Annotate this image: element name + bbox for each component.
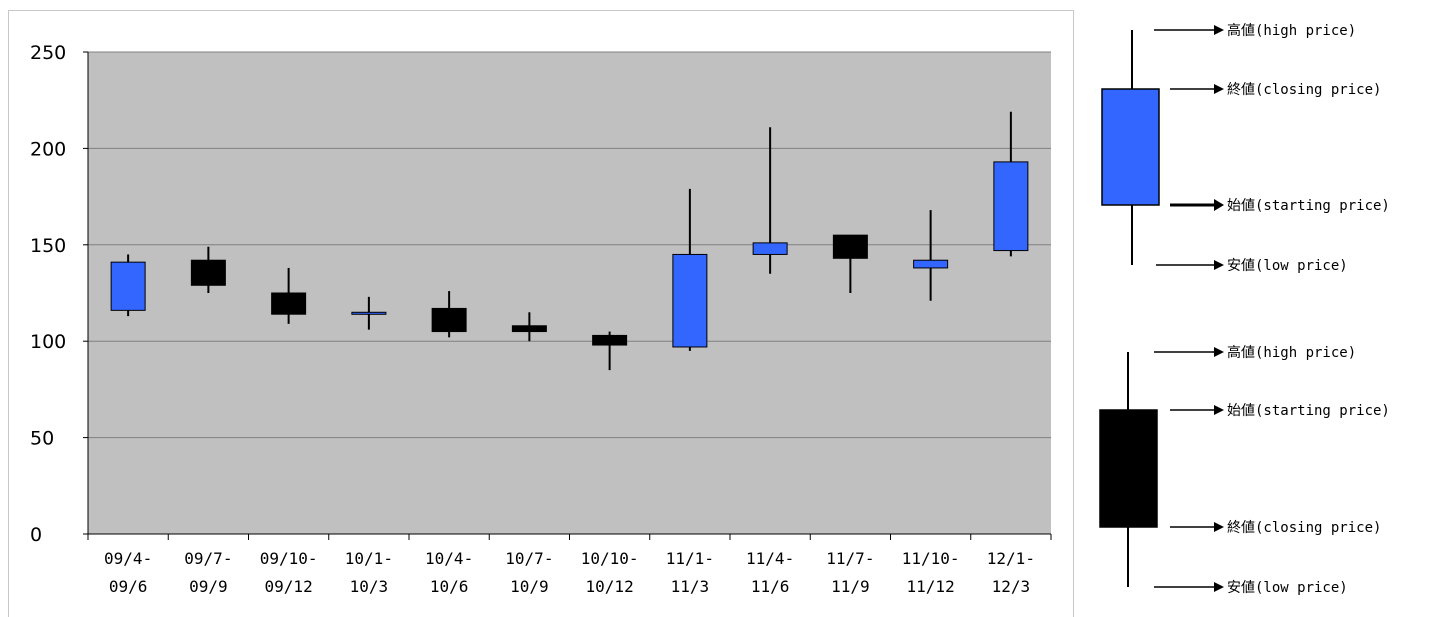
legend-down-low-label: 安値(low price) xyxy=(1227,580,1348,596)
y-tick-label: 200 xyxy=(30,138,66,160)
x-tick-label: 11/4- xyxy=(746,549,794,568)
candle-body xyxy=(351,311,387,315)
x-tick-label: 10/9 xyxy=(510,577,549,596)
x-tick-label: 09/7- xyxy=(184,549,232,568)
x-tick-label: 11/10- xyxy=(902,549,960,568)
candle-body xyxy=(110,261,146,311)
legend-down-open-label: 始値(starting price) xyxy=(1227,403,1390,419)
y-tick-label: 100 xyxy=(30,331,66,353)
candle-body xyxy=(511,325,547,333)
candle-body xyxy=(913,259,949,269)
y-tick-label: 50 xyxy=(30,428,54,450)
legend-down-arrow-open xyxy=(1170,405,1224,415)
legend-up-high-label: 高値(high price) xyxy=(1227,22,1356,39)
legend-panel: 高値(high price) 終値(closing price) 始値(star… xyxy=(1099,22,1390,596)
x-tick-label: 11/9 xyxy=(831,577,870,596)
legend-up-arrow-open xyxy=(1170,199,1224,211)
x-tick-label: 09/12 xyxy=(265,577,313,596)
legend-up-close-label: 終値(closing price) xyxy=(1227,82,1381,98)
legend-up-low-label: 安値(low price) xyxy=(1227,258,1348,274)
legend-up-arrow-close xyxy=(1170,84,1224,94)
x-tick-label: 11/7- xyxy=(826,549,874,568)
x-tick-label: 09/4- xyxy=(104,549,152,568)
legend-down-body xyxy=(1099,409,1158,528)
candle-body xyxy=(672,253,708,348)
legend-down-arrow-close xyxy=(1170,522,1224,532)
candlestick-chart: 0 50 100 150 200 250 09/4- 09/6 09/7- 09/9 09/10- 0… xyxy=(30,42,1052,596)
x-tick-label: 09/9 xyxy=(189,577,228,596)
legend-up-candle xyxy=(1101,30,1160,265)
legend-up-arrow-low xyxy=(1156,260,1224,270)
legend-down-arrow-high xyxy=(1154,347,1224,357)
x-tick-label: 11/3 xyxy=(671,577,710,596)
legend-up-arrow-high xyxy=(1154,25,1224,35)
x-tick-label: 10/7- xyxy=(505,549,553,568)
x-tick-label: 10/1- xyxy=(345,549,393,568)
legend-up-body xyxy=(1101,88,1160,206)
x-tick-label: 10/10- xyxy=(581,549,639,568)
candle-body xyxy=(592,334,628,346)
candle-body xyxy=(431,307,467,333)
legend-down-close-label: 終値(closing price) xyxy=(1227,520,1381,536)
y-tick-label: 250 xyxy=(30,42,66,64)
candle-body xyxy=(752,242,788,255)
x-tick-label: 10/6 xyxy=(430,577,469,596)
plot-area xyxy=(88,52,1051,534)
x-tick-label: 10/3 xyxy=(350,577,389,596)
legend-down-arrow-low xyxy=(1154,582,1224,592)
legend-down-candle xyxy=(1099,352,1158,587)
x-tick-label: 09/10- xyxy=(260,549,318,568)
legend-up-open-label: 始値(starting price) xyxy=(1227,198,1390,214)
candle-body xyxy=(190,259,226,286)
x-tick-label: 09/6 xyxy=(109,577,148,596)
x-tick-label: 10/12 xyxy=(586,577,634,596)
legend-down-high-label: 高値(high price) xyxy=(1227,344,1356,361)
x-tick-label: 12/1- xyxy=(987,549,1035,568)
x-tick-label: 11/1- xyxy=(666,549,714,568)
x-tick-label: 11/6 xyxy=(751,577,790,596)
x-tick-label: 12/3 xyxy=(992,577,1031,596)
y-tick-label: 0 xyxy=(30,524,42,546)
x-tick-label: 10/4- xyxy=(425,549,473,568)
candle-body xyxy=(993,161,1029,252)
y-tick-label: 150 xyxy=(30,235,66,257)
x-tick-label: 11/12 xyxy=(907,577,955,596)
candle-body xyxy=(271,292,307,315)
candle-body xyxy=(832,234,868,259)
